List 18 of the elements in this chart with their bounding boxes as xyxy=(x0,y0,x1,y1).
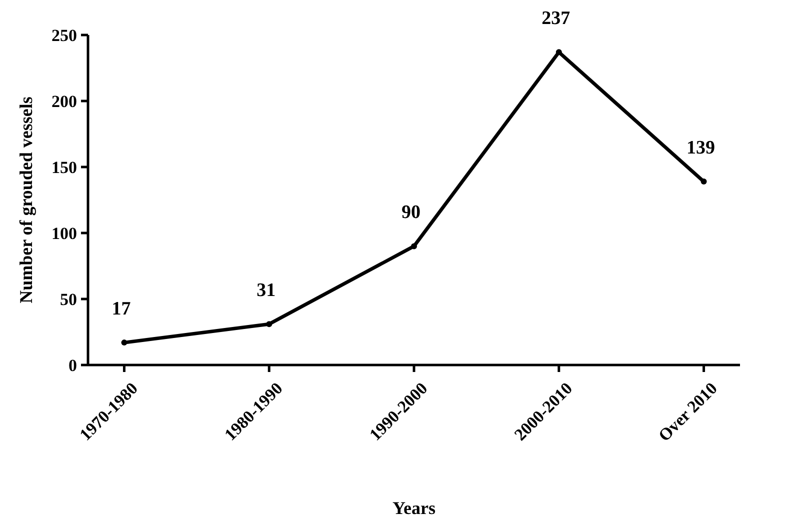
data-label: 139 xyxy=(686,138,716,159)
point xyxy=(121,340,128,346)
y-tick-label: 250 xyxy=(52,26,77,45)
x-axis-title: Years xyxy=(392,498,436,518)
data-label: 237 xyxy=(542,8,571,30)
point xyxy=(411,243,417,250)
y-axis-title: Number of grouded vessels xyxy=(16,96,36,304)
point xyxy=(700,178,707,185)
y-tick-label: 200 xyxy=(52,92,77,111)
data-label: 17 xyxy=(112,298,132,320)
y-tick-label: 0 xyxy=(68,356,77,375)
data-label: 31 xyxy=(256,280,276,302)
y-tick-label: 100 xyxy=(52,224,77,243)
data-label: 90 xyxy=(402,202,420,224)
point xyxy=(266,321,272,328)
y-tick-label: 150 xyxy=(52,158,77,177)
point xyxy=(556,49,562,56)
y-tick-label: 50 xyxy=(60,290,77,309)
